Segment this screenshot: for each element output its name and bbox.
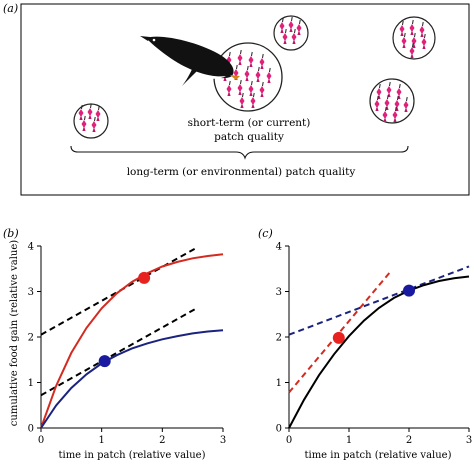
short-term-label-line1: short-term (or current) bbox=[188, 117, 311, 129]
panel-c-xlabel: time in patch (relative value) bbox=[304, 450, 451, 461]
plot-b: 0 1 2 3 0 1 2 3 4 bbox=[28, 242, 227, 447]
optimal-point bbox=[138, 271, 151, 284]
optimal-point bbox=[332, 331, 345, 344]
gain-curve bbox=[288, 275, 470, 429]
gain-curve bbox=[40, 329, 224, 429]
fish-school-small bbox=[73, 103, 109, 139]
short-term-label-line2: patch quality bbox=[214, 131, 284, 143]
fish-school-medium bbox=[369, 78, 415, 124]
y-tick-label: 4 bbox=[28, 242, 34, 253]
x-tick-label: 1 bbox=[98, 435, 104, 446]
y-tick-label: 2 bbox=[28, 333, 34, 344]
optimal-point bbox=[403, 284, 415, 297]
penguin-icon bbox=[140, 36, 240, 86]
panel-a-label: (a) bbox=[3, 2, 18, 15]
y-tick-label: 3 bbox=[276, 287, 282, 298]
tangent-line bbox=[288, 265, 470, 336]
plot-c: 0 1 2 3 0 1 2 3 4 bbox=[276, 242, 473, 447]
tangent-line bbox=[288, 270, 392, 394]
y-tick-label: 1 bbox=[28, 378, 34, 389]
x-tick-label: 3 bbox=[220, 435, 226, 446]
y-tick-label: 0 bbox=[28, 424, 34, 435]
y-tick-label: 3 bbox=[28, 287, 34, 298]
x-tick-label: 0 bbox=[38, 435, 44, 446]
y-tick-label: 4 bbox=[276, 242, 282, 253]
fish-school-small bbox=[273, 15, 309, 51]
gain-curve bbox=[40, 253, 224, 429]
optimal-point bbox=[98, 355, 111, 368]
y-tick-label: 1 bbox=[276, 378, 282, 389]
panel-b-label: (b) bbox=[3, 227, 19, 240]
x-tick-label: 2 bbox=[406, 435, 412, 446]
x-tick-label: 0 bbox=[286, 435, 292, 446]
y-tick-label: 2 bbox=[276, 333, 282, 344]
panel-a-frame bbox=[20, 3, 470, 196]
panel-b-ylabel: cumulative food gain (relative value) bbox=[9, 240, 20, 426]
x-tick-label: 2 bbox=[159, 435, 165, 446]
y-tick-label: 0 bbox=[276, 424, 282, 435]
x-tick-label: 1 bbox=[346, 435, 352, 446]
panel-c-label: (c) bbox=[258, 227, 273, 240]
panel-b-xlabel: time in patch (relative value) bbox=[58, 450, 205, 461]
long-term-label: long-term (or environmental) patch quali… bbox=[127, 166, 356, 178]
fish-school-small bbox=[392, 16, 436, 60]
x-tick-label: 3 bbox=[466, 435, 472, 446]
long-term-brace bbox=[70, 145, 409, 160]
